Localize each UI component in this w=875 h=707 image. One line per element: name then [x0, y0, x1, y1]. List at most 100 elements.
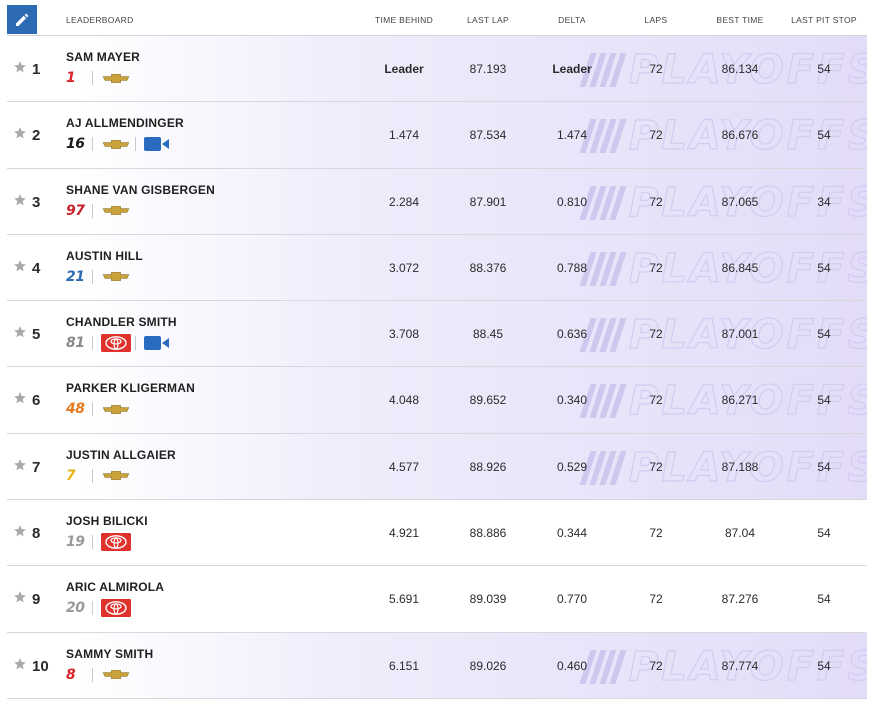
- edit-button[interactable]: [7, 5, 37, 34]
- car-number-icon: 97: [66, 202, 85, 219]
- cell-last-pit-stop: 34: [817, 194, 831, 209]
- cell-best-time: 87.276: [721, 592, 759, 607]
- car-number-icon: 48: [66, 401, 85, 418]
- table-row[interactable]: PLAYOFFS9ARIC ALMIROLA205.69189.0390.770…: [7, 566, 867, 633]
- cell-laps: 72: [649, 592, 663, 607]
- cell-best-time: 86.845: [721, 260, 759, 275]
- driver-name[interactable]: SAMMY SMITH: [66, 646, 154, 661]
- driver-name[interactable]: AUSTIN HILL: [66, 248, 143, 263]
- cell-time-behind: 6.151: [388, 658, 420, 673]
- divider: [92, 468, 93, 483]
- cell-best-time: 87.188: [721, 459, 759, 474]
- driver-badges: 81: [66, 334, 170, 353]
- driver-name[interactable]: ARIC ALMIROLA: [66, 580, 165, 595]
- cell-delta: 0.636: [556, 327, 588, 342]
- cell-time-behind: Leader: [384, 62, 424, 76]
- toyota-logo-icon: [101, 533, 131, 552]
- table-row[interactable]: PLAYOFFS 5 CHANDLER SMITH 81 3.708 88.45 0.636…: [7, 301, 867, 368]
- driver-name[interactable]: SAM MAYER: [66, 50, 141, 64]
- cell-last-pit-stop: 54: [817, 459, 831, 474]
- star-icon[interactable]: [13, 391, 27, 405]
- driver-badges: 1: [66, 69, 131, 87]
- cell-laps: 72: [649, 393, 663, 408]
- cell-last-pit-stop: 54: [817, 526, 831, 541]
- table-row[interactable]: PLAYOFFS 6 PARKER KLIGERMAN 48 4.048 89.652 0.…: [7, 367, 867, 434]
- cell-best-time: 86.134: [721, 62, 759, 76]
- star-icon[interactable]: [13, 657, 27, 671]
- divider: [92, 71, 93, 85]
- driver-badges: 21: [66, 268, 131, 286]
- cell-last-pit-stop: 54: [817, 62, 831, 76]
- star-icon[interactable]: [13, 524, 27, 538]
- driver-name[interactable]: PARKER KLIGERMAN: [66, 381, 195, 396]
- table-row[interactable]: PLAYOFFS 4 AUSTIN HILL 21 3.072 88.376 0.788 72…: [7, 234, 867, 302]
- column-header-last-lap[interactable]: LAST LAP: [467, 15, 509, 25]
- star-icon[interactable]: [13, 590, 27, 604]
- driver-name[interactable]: SHANE VAN GISBERGEN: [66, 182, 215, 197]
- pencil-icon: [16, 13, 29, 26]
- divider: [135, 336, 136, 351]
- cell-last-lap: 89.652: [469, 393, 507, 408]
- driver-badges: 8: [66, 666, 131, 684]
- position-number: 2: [32, 127, 41, 145]
- star-icon[interactable]: [13, 193, 27, 207]
- cell-time-behind: 2.284: [388, 194, 420, 209]
- table-row[interactable]: PLAYOFFS 1 SAM MAYER 1 Leader 87.193 Leader 72 8…: [7, 36, 867, 103]
- divider: [92, 203, 93, 218]
- cell-laps: 72: [649, 658, 663, 673]
- driver-badges: 97: [66, 202, 131, 220]
- divider: [92, 535, 93, 550]
- divider: [92, 269, 93, 284]
- position-number: 4: [32, 259, 41, 277]
- driver-name[interactable]: JOSH BILICKI: [66, 514, 148, 529]
- table-row[interactable]: PLAYOFFS 7 JUSTIN ALLGAIER 7 4.577 88.926 0.52…: [7, 433, 867, 501]
- position-number: 5: [32, 326, 41, 344]
- divider: [135, 137, 136, 152]
- column-header-best-time[interactable]: BEST TIME: [716, 15, 764, 25]
- table-row[interactable]: PLAYOFFS8JOSH BILICKI194.92188.8860.3447…: [7, 500, 867, 567]
- cell-last-lap: 87.534: [469, 128, 507, 143]
- position-number: 7: [32, 458, 41, 476]
- column-header-delta[interactable]: DELTA: [558, 15, 586, 25]
- leaderboard-header: LEADERBOARD TIME BEHIND LAST LAP DELTA L…: [7, 5, 867, 36]
- driver-name[interactable]: AJ ALLMENDINGER: [66, 116, 184, 131]
- star-icon[interactable]: [13, 259, 27, 273]
- cell-best-time: 86.676: [721, 128, 759, 143]
- leaderboard-table: LEADERBOARD TIME BEHIND LAST LAP DELTA L…: [7, 5, 867, 699]
- star-icon[interactable]: [13, 458, 27, 472]
- leaderboard-rows: PLAYOFFS 1 SAM MAYER 1 Leader 87.193 Leader 72 8…: [7, 36, 867, 699]
- cell-delta: Leader: [552, 62, 592, 76]
- cell-time-behind: 3.072: [388, 260, 420, 275]
- cell-last-pit-stop: 54: [817, 260, 831, 275]
- table-row[interactable]: PLAYOFFS 10 SAMMY SMITH 8 6.151 89.026 0.460 72…: [7, 632, 867, 699]
- position-number: 1: [32, 61, 41, 78]
- cell-last-lap: 89.039: [469, 592, 507, 607]
- column-header-laps[interactable]: LAPS: [644, 15, 668, 25]
- video-camera-icon[interactable]: [144, 335, 170, 351]
- column-header-time-behind[interactable]: TIME BEHIND: [374, 15, 434, 25]
- cell-delta: 1.474: [556, 128, 588, 143]
- cell-delta: 0.788: [556, 260, 588, 275]
- driver-name[interactable]: JUSTIN ALLGAIER: [66, 447, 176, 462]
- cell-last-lap: 88.376: [469, 260, 507, 275]
- table-row[interactable]: PLAYOFFS 3 SHANE VAN GISBERGEN 97 2.284 87.90…: [7, 168, 867, 235]
- driver-name[interactable]: CHANDLER SMITH: [66, 315, 177, 330]
- cell-delta: 0.344: [556, 526, 588, 541]
- table-row[interactable]: PLAYOFFS 2 AJ ALLMENDINGER 16 1.474 87.534 1.4…: [7, 102, 867, 169]
- cell-delta: 0.770: [556, 592, 588, 607]
- position-number: 10: [32, 657, 49, 675]
- cell-last-lap: 88.886: [469, 526, 507, 541]
- cell-time-behind: 4.921: [388, 526, 420, 541]
- cell-best-time: 87.001: [721, 327, 759, 342]
- car-number-icon: 19: [66, 534, 85, 551]
- cell-laps: 72: [649, 459, 663, 474]
- star-icon[interactable]: [13, 60, 27, 74]
- position-number: 3: [32, 193, 41, 211]
- star-icon[interactable]: [13, 126, 27, 140]
- cell-time-behind: 3.708: [388, 327, 420, 342]
- car-number-icon: 21: [66, 268, 85, 285]
- video-camera-icon[interactable]: [144, 136, 170, 152]
- divider: [92, 336, 93, 351]
- column-header-last-pit-stop[interactable]: LAST PIT STOP: [791, 15, 857, 25]
- star-icon[interactable]: [13, 325, 27, 339]
